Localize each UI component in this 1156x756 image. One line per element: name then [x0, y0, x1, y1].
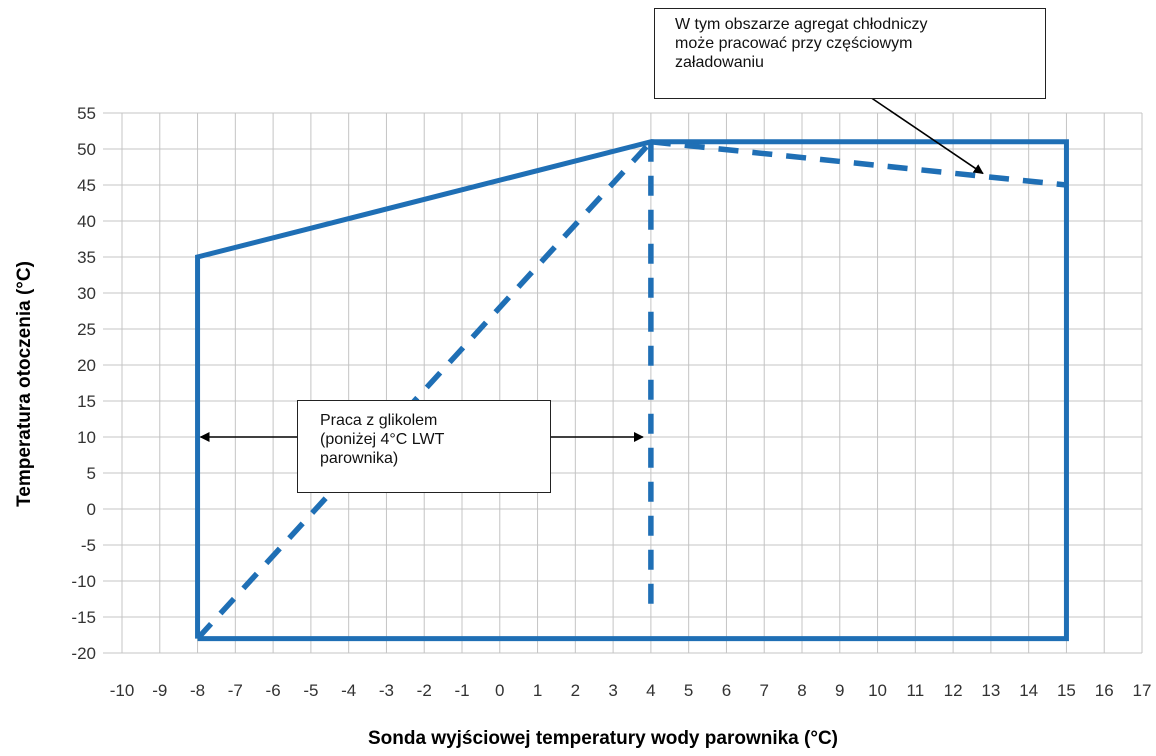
- partial-load-note-line-1: W tym obszarze agregat chłodniczy: [675, 16, 928, 33]
- y-tick-label: -15: [71, 608, 96, 627]
- y-tick-label: -5: [81, 536, 96, 555]
- x-tick-label: -3: [379, 681, 394, 700]
- x-tick-label: 17: [1133, 681, 1152, 700]
- x-tick-label: 10: [868, 681, 887, 700]
- x-axis-title: Sonda wyjściowej temperatury wody parown…: [368, 728, 838, 749]
- partial-load-arrow: [869, 96, 984, 175]
- x-tick-label: -6: [266, 681, 281, 700]
- x-tick-label: -2: [417, 681, 432, 700]
- x-tick-label: -8: [190, 681, 205, 700]
- x-tick-label: -7: [228, 681, 243, 700]
- y-tick-label: 25: [77, 320, 96, 339]
- x-tick-labels: -10 -9 -8 -7 -6 -5 -4 -3 -2 -1 0 1 2 3 4 5 6 7 8 9 10 11 12 13 1…: [110, 681, 1152, 700]
- x-tick-label: 6: [722, 681, 731, 700]
- y-axis-title: Temperatura otoczenia (°C): [14, 261, 35, 507]
- x-tick-label: 16: [1095, 681, 1114, 700]
- glycol-note-line-1: Praca z glikolem: [320, 412, 438, 429]
- grid: [103, 112, 1143, 654]
- dashed-line-3: [650, 139, 1067, 188]
- x-tick-label: 4: [646, 681, 655, 700]
- y-tick-label: 55: [77, 104, 96, 123]
- solid-envelope-0: [195, 139, 1069, 642]
- x-tick-label: 14: [1019, 681, 1038, 700]
- x-tick-label: 11: [907, 681, 925, 700]
- y-tick-label: -10: [71, 572, 96, 591]
- x-tick-label: 5: [684, 681, 693, 700]
- x-tick-label: -5: [303, 681, 318, 700]
- y-tick-label: 30: [77, 284, 96, 303]
- dashed-line-1: [195, 139, 653, 641]
- y-tick-label: 35: [77, 248, 96, 267]
- x-tick-label: -9: [152, 681, 167, 700]
- x-tick-label: 0: [495, 681, 504, 700]
- x-tick-label: 2: [571, 681, 580, 700]
- x-tick-label: 13: [981, 681, 1000, 700]
- y-tick-label: 20: [77, 356, 96, 375]
- x-tick-label: 7: [759, 681, 768, 700]
- x-tick-label: 15: [1057, 681, 1076, 700]
- x-tick-label: 12: [944, 681, 963, 700]
- y-tick-label: 15: [77, 392, 96, 411]
- series-group: [195, 139, 1069, 642]
- partial-load-note-line-3: załadowaniu: [675, 54, 764, 71]
- x-tick-label: -1: [454, 681, 469, 700]
- x-tick-label: 3: [608, 681, 617, 700]
- x-tick-label: -10: [110, 681, 135, 700]
- glycol-note-line-2: (poniżej 4°C LWT: [320, 431, 445, 448]
- x-tick-label: 9: [835, 681, 844, 700]
- glycol-note-line-3: parownika): [320, 450, 399, 467]
- y-tick-label: -20: [71, 644, 96, 663]
- y-tick-label: 45: [77, 176, 96, 195]
- x-tick-label: 8: [797, 681, 806, 700]
- x-tick-label: -4: [341, 681, 356, 700]
- y-tick-label: 50: [77, 140, 96, 159]
- partial-load-note: W tym obszarze agregat chłodniczy może p…: [654, 8, 1046, 99]
- annotation-arrows: [199, 96, 984, 442]
- glycol-note: Praca z glikolem (poniżej 4°C LWT parown…: [297, 400, 551, 493]
- partial-load-note-line-2: może pracować przy częściowym: [675, 35, 913, 52]
- y-tick-label: 10: [77, 428, 96, 447]
- plot-area: [103, 113, 1142, 653]
- x-tick-label: 1: [533, 681, 542, 700]
- y-tick-label: 40: [77, 212, 96, 231]
- y-tick-label: 0: [87, 500, 96, 519]
- y-tick-label: 5: [87, 464, 96, 483]
